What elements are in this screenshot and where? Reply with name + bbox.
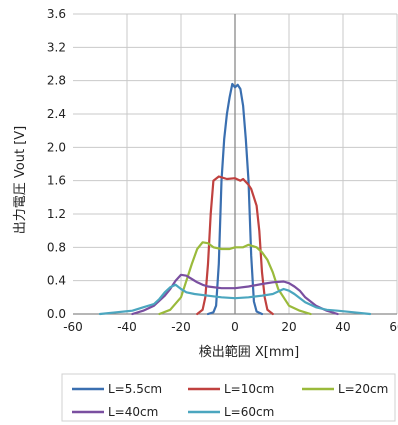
series-line [196,175,274,316]
y-axis-title: 出力電圧 Vout [V] [13,126,28,234]
legend-label: L=60cm [224,405,274,419]
chart-axes [73,14,397,315]
legend-items: L=5.5cm L=10cm L=20cm L=40cm L=60cm [72,382,388,419]
legend-label: L=20cm [338,382,388,396]
series-line [206,82,264,316]
y-tick-label: 3.2 [47,40,66,54]
x-tick-label: 20 [281,320,296,334]
legend-label: L=5.5cm [108,382,162,396]
series-line [131,273,339,316]
y-tick-label: 2.8 [47,74,66,88]
y-tick-label: 2.4 [47,107,66,121]
series-line [98,283,372,316]
x-tick-label: 60 [389,320,398,334]
chart-tick-labels: 0.0 0.4 0.8 1.2 1.6 2.0 2.4 2.8 3.2 3.6 -60 -40 -20 0… [47,7,398,334]
legend-box [61,373,396,422]
x-axis-title: 検出範囲 X[mm] [199,345,300,360]
chart-series-group [98,82,372,316]
y-tick-label: 3.6 [47,7,66,21]
x-tick-label: -20 [171,320,191,334]
legend: L=5.5cm L=10cm L=20cm L=40cm L=60cm [61,373,396,422]
x-tick-label: 0 [231,320,239,334]
y-tick-label: 1.6 [47,174,66,188]
x-tick-label: -40 [117,320,137,334]
legend-label: L=40cm [108,405,158,419]
y-tick-label: 0.4 [47,274,66,288]
y-tick-label: 0.8 [47,240,66,254]
y-tick-label: 1.2 [47,207,66,221]
y-tick-label: 0.0 [47,307,66,321]
x-tick-label: -60 [63,320,83,334]
legend-label: L=10cm [224,382,274,396]
y-tick-label: 2.0 [47,140,66,154]
x-tick-label: 40 [335,320,350,334]
